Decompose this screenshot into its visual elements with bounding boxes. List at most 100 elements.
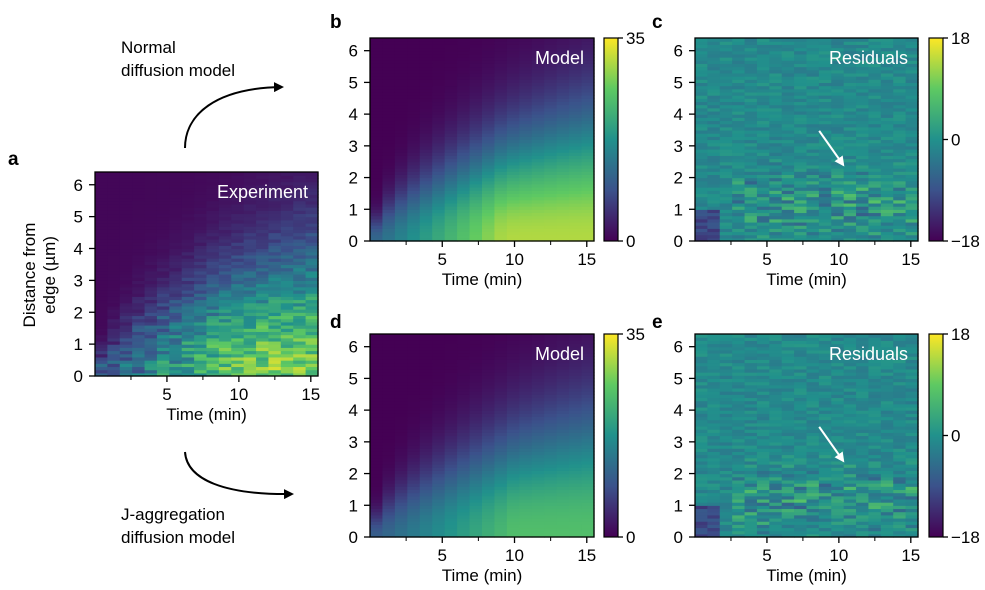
heatmap-cell	[382, 133, 396, 137]
heatmap-cell	[107, 238, 121, 243]
heatmap-cell	[744, 215, 758, 220]
heatmap-cell	[194, 286, 208, 291]
heatmap-cell	[544, 467, 558, 471]
heatmap-cell	[781, 88, 795, 93]
heatmap-cell	[707, 66, 721, 71]
heatmap-cell	[444, 470, 458, 475]
heatmap-cell	[581, 57, 595, 61]
heatmap-cell	[781, 85, 795, 90]
heatmap-cell	[769, 218, 783, 223]
heatmap-cell	[818, 41, 832, 45]
heatmap-cell	[370, 206, 384, 210]
heatmap-cell	[370, 60, 384, 64]
heatmap-cell	[382, 508, 396, 513]
heatmap-cell	[194, 369, 208, 374]
heatmap-cell	[293, 305, 307, 310]
heatmap-cell	[305, 347, 319, 352]
heatmap-cell	[544, 422, 558, 427]
heatmap-cell	[156, 299, 170, 304]
heatmap-cell	[732, 454, 746, 459]
heatmap-cell	[457, 53, 471, 58]
heatmap-cell	[744, 228, 758, 233]
heatmap-cell	[506, 60, 520, 64]
heatmap-cell	[531, 72, 545, 77]
heatmap-cell	[856, 98, 870, 103]
heatmap-cell	[268, 232, 282, 237]
heatmap-cell	[519, 139, 533, 144]
heatmap-cell	[756, 180, 770, 185]
heatmap-cell	[132, 360, 146, 364]
heatmap-cell	[394, 451, 408, 456]
heatmap-cell	[856, 234, 870, 239]
heatmap-cell	[893, 133, 907, 137]
heatmap-cell	[544, 384, 558, 389]
heatmap-cell	[880, 180, 894, 185]
heatmap-cell	[469, 234, 483, 239]
heatmap-cell	[444, 218, 458, 223]
heatmap-cell	[581, 107, 595, 112]
heatmap-cell	[394, 193, 408, 198]
heatmap-cell	[119, 261, 133, 266]
heatmap-cell	[432, 215, 446, 220]
heatmap-cell	[893, 171, 907, 175]
heatmap-cell	[457, 508, 471, 513]
heatmap-cell	[469, 98, 483, 103]
heatmap-cell	[707, 425, 721, 430]
heatmap-cell	[156, 267, 170, 272]
y-tick-label: 6	[674, 42, 683, 61]
heatmap-cell	[444, 460, 458, 465]
heatmap-cell	[382, 202, 396, 207]
heatmap-cell	[818, 190, 832, 195]
heatmap-cell	[457, 142, 471, 147]
heatmap-cell	[732, 372, 746, 376]
heatmap-cell	[519, 505, 533, 510]
heatmap-cell	[569, 495, 583, 500]
heatmap-cell	[756, 177, 770, 182]
heatmap-cell	[482, 406, 496, 411]
heatmap-cell	[132, 229, 146, 234]
heatmap-cell	[370, 457, 384, 462]
heatmap-cell	[382, 356, 396, 360]
heatmap-cell	[556, 136, 570, 141]
heatmap-cell	[519, 334, 533, 338]
heatmap-cell	[243, 296, 257, 301]
heatmap-cell	[394, 489, 408, 494]
heatmap-cell	[293, 181, 307, 186]
heatmap-cell	[569, 486, 583, 491]
heatmap-cell	[781, 212, 795, 217]
heatmap-cell	[293, 235, 307, 240]
heatmap-cell	[719, 521, 733, 525]
heatmap-cell	[432, 133, 446, 137]
heatmap-cell	[457, 521, 471, 525]
heatmap-cell	[370, 79, 384, 83]
heatmap-cell	[794, 88, 808, 93]
heatmap-cell	[194, 274, 208, 278]
heatmap-cell	[95, 178, 108, 183]
heatmap-cell	[494, 136, 508, 141]
heatmap-cell	[556, 218, 570, 223]
heatmap-cell	[707, 63, 721, 68]
heatmap-cell	[707, 486, 721, 491]
heatmap-cell	[769, 190, 783, 195]
heatmap-cell	[482, 368, 496, 373]
heatmap-cell	[181, 296, 195, 301]
heatmap-cell	[457, 212, 471, 217]
heatmap-cell	[732, 508, 746, 513]
heatmap-cell	[905, 168, 919, 172]
heatmap-cell	[469, 85, 483, 90]
heatmap-cell	[119, 289, 133, 294]
heatmap-cell	[843, 174, 857, 179]
heatmap-cell	[206, 254, 220, 259]
heatmap-cell	[506, 359, 520, 364]
heatmap-cell	[494, 221, 508, 226]
heatmap-cell	[506, 384, 520, 389]
heatmap-cell	[370, 183, 384, 188]
heatmap-cell	[482, 508, 496, 513]
heatmap-cell	[531, 47, 545, 52]
heatmap-cell	[293, 248, 307, 253]
heatmap-cell	[432, 378, 446, 383]
heatmap-cell	[707, 212, 721, 217]
heatmap-cell	[732, 180, 746, 185]
heatmap-cell	[794, 209, 808, 214]
heatmap-cell	[719, 489, 733, 494]
